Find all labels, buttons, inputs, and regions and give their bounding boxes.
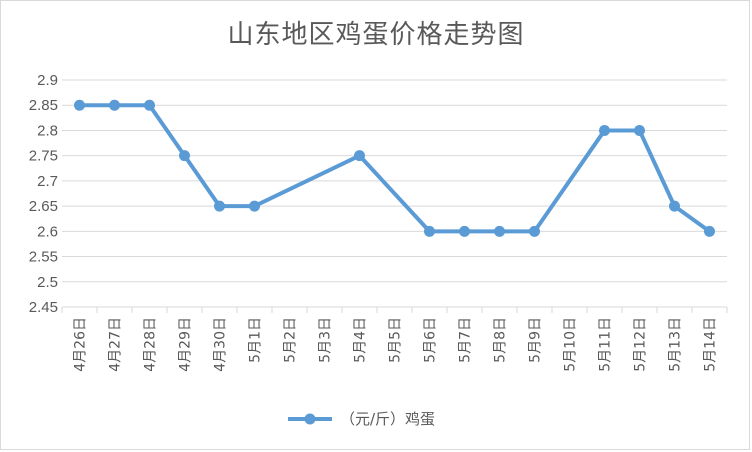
data-point [179,150,190,162]
y-tick-label: 2.9 [37,72,58,89]
y-tick-label: 2.8 [37,122,58,139]
legend: （元/斤）鸡蛋 [288,410,435,428]
x-axis-ticks: 4月26日 4月27日 4月28日 4月29日 4月30日 5月1日 5月2日 5月3日 5月4… [73,317,719,372]
x-tick-label: 5月5日 [388,317,404,363]
y-tick-label: 2.65 [29,198,58,215]
data-point [599,124,610,136]
x-tick-label: 5月2日 [283,317,299,363]
data-point [74,99,85,111]
x-tick-label: 5月12日 [633,317,649,372]
x-tick-label: 4月30日 [213,317,229,372]
y-tick-label: 2.85 [29,97,58,114]
x-tick-label: 5月9日 [528,317,544,363]
x-tick-label: 4月27日 [108,317,124,372]
y-tick-label: 2.6 [37,223,58,240]
data-point [214,200,225,212]
x-tick-label: 5月7日 [458,317,474,363]
y-axis-ticks: 2.9 2.85 2.8 2.75 2.7 2.65 2.6 2.55 2.5 2.45 [29,72,58,316]
series-line [79,103,711,234]
data-point [704,225,715,237]
x-tick-label: 5月6日 [423,317,439,363]
data-point [144,99,155,111]
y-tick-label: 2.7 [37,173,58,190]
data-point [494,225,505,237]
x-tick-label: 5月8日 [493,317,509,363]
x-tick-label: 4月28日 [143,317,159,372]
data-point [634,124,645,136]
legend-label: （元/斤）鸡蛋 [340,410,435,428]
data-point [529,225,540,237]
chart-title: 山东地区鸡蛋价格走势图 [227,20,525,50]
data-point [459,225,470,237]
x-tick-label: 5月13日 [668,317,684,372]
x-tick-label: 5月10日 [563,317,579,372]
x-tick-label: 4月29日 [178,317,194,372]
series-group [74,99,715,237]
data-point [249,200,260,212]
data-point [669,200,680,212]
legend-marker [304,413,316,425]
x-tick-label: 5月4日 [353,317,369,363]
data-point [424,225,435,237]
y-tick-label: 2.75 [29,148,58,165]
x-tick-label: 5月1日 [248,317,264,363]
x-tick-label: 5月11日 [598,317,614,372]
data-point [354,150,365,162]
gridlines [61,79,728,313]
y-tick-label: 2.45 [29,299,58,316]
x-tick-label: 5月14日 [703,317,719,372]
x-tick-label: 5月3日 [318,317,334,363]
x-tick-label: 4月26日 [73,317,89,372]
data-point [109,99,120,111]
y-tick-label: 2.55 [29,249,58,266]
y-tick-label: 2.5 [37,274,58,291]
